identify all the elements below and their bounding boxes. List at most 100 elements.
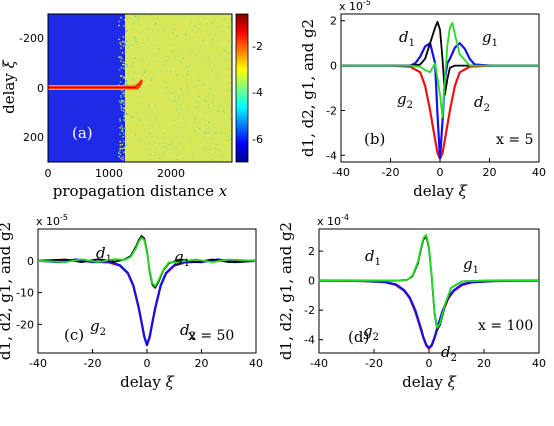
heatmap-speckle (161, 51, 164, 54)
x-tick-label: -20 (382, 166, 400, 179)
heatmap-speckle (129, 22, 131, 24)
heatmap-speckle (120, 105, 122, 107)
heatmap-speckle (229, 123, 231, 126)
heatmap-speckle (173, 100, 175, 102)
heatmap-speckle (150, 79, 152, 81)
heatmap-speckle (147, 75, 149, 77)
heatmap-speckle (174, 71, 176, 73)
heatmap-speckle (145, 32, 147, 34)
heatmap-speckle (137, 112, 139, 114)
heatmap-speckle (166, 147, 169, 149)
heatmap-edge-speckle (125, 78, 127, 80)
heatmap-speckle (206, 149, 208, 151)
heatmap-speckle (206, 115, 208, 118)
heatmap-speckle (162, 114, 165, 116)
heatmap-speckle (203, 84, 205, 86)
heatmap-speckle (122, 61, 125, 63)
heatmap-speckle (159, 92, 161, 94)
heatmap-edge-speckle (123, 107, 125, 109)
heatmap-speckle (222, 110, 225, 112)
heatmap-speckle (187, 144, 189, 146)
heatmap-speckle (189, 26, 191, 29)
heatmap-speckle (120, 60, 122, 62)
heatmap-speckle (160, 26, 162, 28)
heatmap-speckle (140, 26, 142, 28)
heatmap-speckle (122, 64, 124, 66)
heatmap-speckle (220, 115, 222, 117)
heatmap-speckle (120, 66, 123, 69)
heatmap-speckle (161, 121, 163, 124)
y-tick-label: 0 (308, 275, 315, 288)
heatmap-speckle (120, 102, 123, 104)
heatmap-speckle (176, 25, 179, 27)
heatmap-speckle (135, 49, 138, 52)
heatmap-speckle (189, 48, 192, 51)
heatmap-speckle (190, 68, 192, 70)
heatmap-edge-speckle (126, 58, 129, 60)
heatmap-speckle (226, 89, 228, 91)
heatmap-speckle (175, 79, 177, 81)
heatmap-speckle (141, 60, 143, 62)
heatmap-speckle (217, 77, 219, 79)
heatmap-speckle (224, 50, 226, 52)
heatmap-speckle (168, 99, 170, 101)
heatmap-speckle (185, 66, 188, 68)
heatmap-speckle (227, 150, 229, 152)
heatmap-speckle (203, 147, 205, 149)
heatmap-edge-speckle (127, 49, 129, 52)
heatmap-speckle (223, 107, 225, 110)
heatmap-speckle (156, 18, 159, 20)
heatmap-speckle (186, 42, 188, 44)
scale-factor-label: x 10-5 (339, 0, 371, 13)
heatmap-speckle (211, 75, 214, 77)
heatmap-speckle (168, 69, 171, 71)
heatmap-speckle (133, 127, 135, 130)
heatmap-speckle (177, 43, 179, 45)
heatmap-edge-speckle (126, 40, 128, 42)
heatmap-speckle (195, 108, 198, 111)
heatmap-speckle (173, 119, 175, 121)
heatmap-speckle (209, 96, 212, 98)
heatmap-speckle (206, 20, 208, 22)
heatmap-speckle (173, 26, 175, 28)
heatmap-speckle (192, 27, 194, 29)
heatmap-speckle (139, 24, 141, 26)
heatmap-speckle (193, 155, 195, 157)
heatmap-speckle (147, 21, 149, 23)
heatmap-speckle (187, 105, 189, 107)
heatmap-speckle (180, 63, 182, 66)
heatmap-speckle (155, 22, 157, 24)
heatmap-speckle (131, 23, 134, 25)
heatmap-speckle (201, 137, 203, 139)
heatmap-speckle (197, 129, 199, 131)
heatmap-speckle (163, 97, 166, 100)
heatmap-speckle (226, 131, 228, 134)
heatmap-speckle (191, 29, 193, 32)
heatmap-speckle (143, 69, 146, 72)
heatmap-speckle (195, 120, 197, 122)
heatmap-speckle (176, 160, 178, 163)
heatmap-speckle (215, 26, 218, 29)
heatmap-speckle (125, 81, 127, 84)
y-axis-label: delay ξ (0, 59, 18, 113)
heatmap-speckle (188, 65, 190, 67)
heatmap-edge-speckle (123, 147, 125, 149)
heatmap-speckle (174, 131, 176, 133)
heatmap-speckle (207, 159, 209, 162)
heatmap-speckle (141, 74, 143, 77)
heatmap-speckle (175, 154, 178, 157)
heatmap-speckle (229, 79, 231, 81)
heatmap-speckle (227, 131, 229, 133)
heatmap-speckle (214, 147, 217, 150)
heatmap-speckle (126, 51, 128, 54)
heatmap-speckle (133, 141, 136, 144)
heatmap-speckle (203, 110, 205, 112)
heatmap-edge-speckle (126, 30, 128, 32)
heatmap-speckle (123, 64, 125, 66)
heatmap-speckle (195, 38, 197, 41)
heatmap-speckle (152, 105, 154, 107)
y-axis-label: d1, d2, g1, and g2 (299, 19, 317, 157)
heatmap-speckle (215, 78, 218, 81)
heatmap-speckle (205, 101, 207, 103)
heatmap-speckle (187, 160, 189, 162)
